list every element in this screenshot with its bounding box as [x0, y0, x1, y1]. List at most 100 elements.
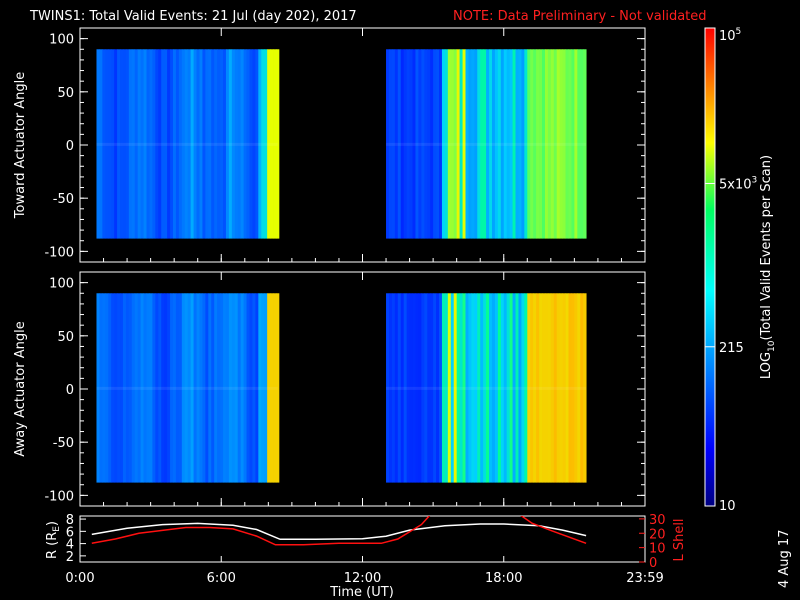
- colorbar: [705, 28, 715, 506]
- heatmap-column: [172, 49, 177, 239]
- heatmap-column: [412, 293, 416, 483]
- x-tick-label: 18:00: [485, 571, 522, 586]
- heatmap-column: [559, 49, 563, 239]
- heatmap-column: [550, 49, 555, 239]
- toward-heatmap: [96, 49, 587, 239]
- heatmap-column: [111, 293, 115, 483]
- heatmap-column: [418, 49, 422, 239]
- heatmap-column: [477, 49, 481, 239]
- heatmap-column: [456, 49, 461, 239]
- heatmap-column: [462, 293, 466, 483]
- heatmap-column: [415, 49, 419, 239]
- heatmap-column: [506, 49, 511, 239]
- heatmap-column: [243, 293, 247, 483]
- heatmap-column: [170, 49, 174, 239]
- heatmap-column: [214, 49, 218, 239]
- heatmap-column: [137, 293, 142, 483]
- heatmap-column: [255, 293, 259, 483]
- heatmap-column: [453, 49, 458, 239]
- heatmap-column: [471, 293, 475, 483]
- heatmap-column: [122, 293, 127, 483]
- colorbar-tick-label: 215: [719, 341, 744, 356]
- heatmap-column: [128, 49, 133, 239]
- heatmap-column: [459, 49, 463, 239]
- y-tick-label: 50: [57, 86, 74, 101]
- heatmap-column: [450, 293, 455, 483]
- heatmap-column: [580, 49, 584, 239]
- heatmap-column: [120, 49, 124, 239]
- heatmap-column: [418, 293, 422, 483]
- heatmap-column: [184, 293, 189, 483]
- heatmap-column: [158, 293, 162, 483]
- heatmap-column: [202, 49, 206, 239]
- heatmap-column: [240, 49, 245, 239]
- heatmap-column: [199, 293, 203, 483]
- heatmap-column: [152, 293, 156, 483]
- orbit-left-tick-label: 4: [66, 538, 74, 553]
- heatmap-column: [542, 293, 546, 483]
- heatmap-column: [178, 49, 183, 239]
- heatmap-column: [108, 293, 112, 483]
- heatmap-column: [252, 293, 256, 483]
- heatmap-column: [386, 49, 390, 239]
- heatmap-column: [409, 49, 413, 239]
- heatmap-column: [125, 49, 130, 239]
- y-tick-label: -100: [44, 245, 74, 260]
- heatmap-column: [246, 49, 250, 239]
- heatmap-column: [237, 293, 242, 483]
- heatmap-column: [208, 293, 212, 483]
- heatmap-column: [125, 293, 130, 483]
- heatmap-column: [515, 293, 519, 483]
- zero-angle-band: [386, 142, 587, 146]
- heatmap-column: [544, 293, 549, 483]
- x-tick-label: 23:59: [626, 571, 663, 586]
- orbit-ylabel-left: R (RE): [45, 521, 62, 559]
- zero-angle-band: [96, 142, 278, 146]
- heatmap-column: [211, 49, 215, 239]
- heatmap-column: [568, 49, 572, 239]
- heatmap-column: [539, 293, 543, 483]
- heatmap-column: [249, 49, 253, 239]
- heatmap-column: [275, 293, 280, 483]
- heatmap-column: [562, 293, 566, 483]
- heatmap-column: [565, 293, 569, 483]
- away-heatmap: [96, 293, 587, 483]
- heatmap-column: [500, 293, 505, 483]
- heatmap-column: [474, 293, 478, 483]
- orbit-right-tick-label: 30: [649, 513, 666, 528]
- heatmap-column: [471, 49, 475, 239]
- heatmap-column: [143, 293, 147, 483]
- heatmap-column: [483, 293, 487, 483]
- heatmap-column: [243, 49, 247, 239]
- heatmap-column: [217, 49, 221, 239]
- heatmap-column: [161, 293, 165, 483]
- heatmap-column: [208, 49, 212, 239]
- heatmap-column: [441, 49, 446, 239]
- orbit-right-tick-label: 10: [649, 542, 666, 557]
- heatmap-column: [181, 49, 186, 239]
- heatmap-column: [456, 293, 461, 483]
- heatmap-column: [167, 49, 171, 239]
- y-tick-label: 0: [66, 139, 74, 154]
- heatmap-column: [491, 49, 496, 239]
- heatmap-column: [497, 293, 502, 483]
- heatmap-column: [536, 293, 540, 483]
- colorbar-label: LOG10(Total Valid Events per Scan): [759, 155, 777, 379]
- heatmap-column: [388, 293, 393, 483]
- heatmap-column: [565, 49, 569, 239]
- heatmap-column: [553, 293, 558, 483]
- heatmap-column: [167, 293, 171, 483]
- y-tick-label: 50: [57, 330, 74, 345]
- heatmap-column: [228, 293, 233, 483]
- heatmap-column: [99, 49, 103, 239]
- colorbar-tick-label: 5x103: [719, 175, 757, 192]
- heatmap-column: [134, 293, 139, 483]
- heatmap-column: [459, 293, 463, 483]
- heatmap-column: [175, 49, 180, 239]
- heatmap-column: [223, 293, 227, 483]
- heatmap-column: [155, 293, 159, 483]
- heatmap-column: [249, 293, 253, 483]
- heatmap-column: [409, 293, 413, 483]
- heatmap-column: [577, 293, 581, 483]
